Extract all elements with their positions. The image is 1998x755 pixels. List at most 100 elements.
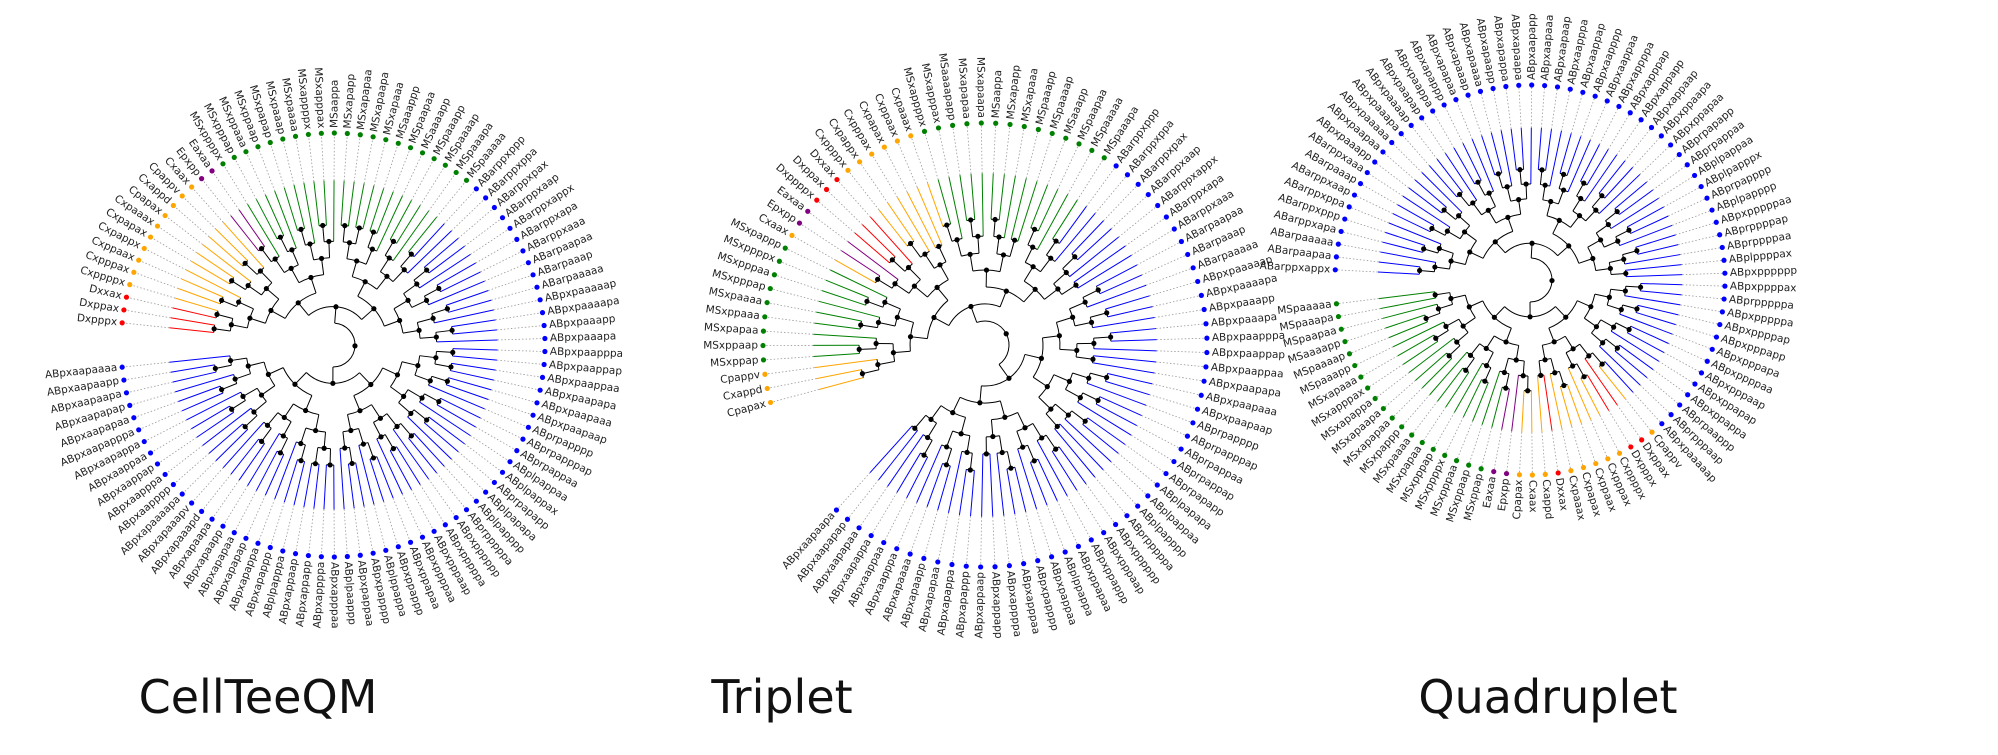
leaf-guide-line [392, 498, 411, 543]
leaf-guide-line [980, 516, 983, 567]
terminal-branch [1392, 321, 1444, 348]
internal-node [977, 400, 983, 406]
leaf-dot [767, 399, 774, 406]
leaf-guide-line [1036, 508, 1052, 557]
internal-branch [419, 355, 436, 359]
leaf-guide-line [1468, 424, 1483, 466]
leaf-guide-line [1444, 416, 1464, 456]
internal-branch [353, 395, 361, 411]
terminal-branch [1017, 448, 1038, 510]
internal-branch [1024, 246, 1034, 263]
leaf-dot [131, 269, 137, 275]
internal-branch [267, 412, 279, 426]
leaf-guide-line [133, 271, 179, 289]
leaf-guide-line [951, 514, 960, 565]
terminal-branch [981, 173, 984, 237]
leaf-dot [1124, 172, 1131, 178]
internal-branch [1044, 288, 1059, 300]
internal-branch [891, 259, 906, 272]
leaf-guide-line [1551, 86, 1558, 130]
internal-branch [355, 227, 360, 244]
leaf-label: MSxapapp [342, 73, 358, 129]
internal-node [1008, 465, 1014, 471]
internal-branch [862, 369, 880, 375]
leaf-dot [1684, 162, 1690, 168]
terminal-branch [1105, 295, 1150, 310]
leaf-dot [1352, 362, 1358, 369]
terminal-branch [1421, 358, 1453, 389]
leaf-guide-line [451, 197, 486, 232]
internal-branch [960, 417, 967, 434]
terminal-branch [1491, 387, 1503, 428]
internal-branch [894, 283, 910, 294]
leaf-guide-line [1639, 144, 1671, 175]
leaf-dot [407, 145, 414, 151]
internal-node [1552, 370, 1558, 376]
leaf-dot [1145, 493, 1151, 499]
terminal-branch [1614, 350, 1648, 379]
terminal-branch [264, 194, 285, 236]
terminal-branch [347, 181, 355, 227]
leaf-guide-line [1518, 85, 1522, 128]
leaf-guide-line [847, 170, 880, 211]
leaf-dot [280, 548, 286, 554]
leaf-guide-line [1639, 384, 1672, 415]
leaf-dot [1035, 126, 1041, 133]
terminal-branch [169, 327, 214, 333]
internal-branch [244, 415, 258, 428]
terminal-branch [1510, 128, 1517, 171]
internal-node [1086, 375, 1092, 381]
leaf-dot [407, 539, 414, 545]
leaf-guide-line [402, 494, 423, 538]
internal-branch [392, 269, 405, 282]
internal-node [890, 350, 896, 356]
internal-branch [413, 269, 427, 281]
leaf-guide-line [497, 349, 545, 352]
leaf-dot [1204, 349, 1210, 356]
internal-node [875, 319, 882, 326]
internal-node [1030, 264, 1036, 270]
internal-branch [401, 361, 418, 367]
terminal-branch [937, 179, 952, 225]
leaf-guide-line [1391, 142, 1423, 173]
leaf-guide-line [458, 207, 495, 239]
terminal-branch [191, 405, 230, 430]
internal-node [277, 450, 284, 456]
internal-branch [314, 447, 319, 464]
internal-node [1003, 331, 1009, 337]
terminal-branch [1462, 142, 1482, 181]
terminal-branch [959, 174, 968, 221]
internal-node [390, 238, 397, 244]
internal-branch [321, 258, 325, 275]
internal-node [892, 281, 898, 287]
leaf-dot [1346, 204, 1352, 210]
leaf-label: ABplpaappp [342, 561, 358, 625]
leaf-guide-line [164, 445, 203, 475]
internal-node [240, 393, 246, 399]
terminal-branch [1110, 328, 1157, 334]
terminal-branch [419, 253, 471, 289]
internal-node [1066, 378, 1073, 384]
leaf-dot [894, 138, 900, 144]
terminal-branch [452, 329, 497, 335]
terminal-branch [906, 456, 929, 499]
leaf-guide-line [1374, 161, 1409, 189]
triplet-tree: CpapaxCxappdCpappvMSxppapMSxppaapMSxpapa… [703, 52, 1285, 639]
terminal-branch [1537, 127, 1542, 170]
leaf-dot [463, 177, 470, 183]
terminal-branch [1397, 204, 1434, 226]
leaf-dot [949, 561, 955, 568]
leaf-dot [473, 498, 479, 504]
leaf-guide-line [1599, 106, 1620, 145]
terminal-branch [958, 469, 967, 516]
terminal-branch [230, 215, 260, 252]
internal-branch [878, 321, 896, 327]
terminal-branch [303, 182, 316, 244]
leaf-dot [1430, 446, 1436, 452]
terminal-branch [816, 369, 862, 380]
leaf-label: ABpxpaaapa [550, 330, 617, 344]
leaf-guide-line [1682, 284, 1725, 287]
internal-node [280, 433, 286, 439]
internal-branch [1023, 288, 1036, 303]
internal-branch [969, 453, 973, 471]
